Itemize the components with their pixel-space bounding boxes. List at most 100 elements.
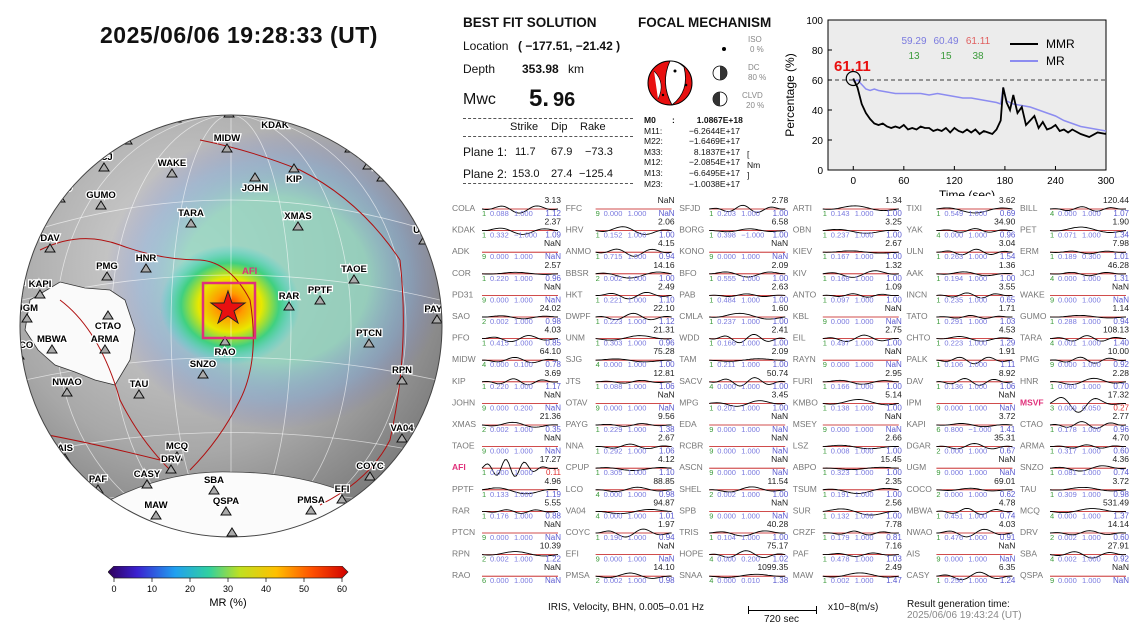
station-amplitude: 24.02 xyxy=(540,303,562,313)
station-label: CTAO xyxy=(95,321,121,332)
station-metric-1: 0.000 xyxy=(944,555,963,564)
station-metric-2: 1.000 xyxy=(1082,490,1101,499)
station-quality: 1 xyxy=(823,339,827,348)
station-label: PMSA xyxy=(297,495,325,506)
waveform-cell: AFI 17.27 1 0.000 1.000 0.11 xyxy=(452,454,562,477)
station-metric-1: 0.223 xyxy=(944,339,963,348)
station-quality: 1 xyxy=(936,295,940,304)
station-quality: 1 xyxy=(596,447,600,456)
station-quality: 1 xyxy=(936,339,940,348)
station-metric-2: 1.000 xyxy=(628,274,647,283)
scale-label: 720 sec xyxy=(764,614,800,625)
station-metric-3: NaN xyxy=(1113,295,1129,304)
station-metric-1: 0.000 xyxy=(944,468,963,477)
station-metric-3: 0.60 xyxy=(1113,533,1129,542)
station-amplitude: 17.27 xyxy=(540,454,562,464)
station-name: HRV xyxy=(566,225,584,235)
station-metric-2: 1.000 xyxy=(1082,468,1101,477)
station-amplitude: 108.13 xyxy=(1103,325,1129,335)
station-label: PMG xyxy=(96,261,118,272)
station-name: MPG xyxy=(679,397,698,407)
station-metric-3: 0.70 xyxy=(1113,382,1129,391)
waveform-trace xyxy=(595,226,672,235)
station-metric-2: 1.000 xyxy=(741,274,760,283)
waveform-trace xyxy=(936,336,1013,342)
station-metric-3: 0.35 xyxy=(545,425,561,434)
waveform-cell: AIS NaN 9 0.000 1.000 NaN xyxy=(906,541,1015,564)
station-name: SPB xyxy=(679,505,696,515)
moment-label: M22: xyxy=(644,136,663,147)
station-metric-1: 0.000 xyxy=(1058,576,1077,585)
station-label: TATO xyxy=(48,183,72,194)
station-metric-3: NaN xyxy=(886,317,902,326)
station-metric-3: NaN xyxy=(772,425,788,434)
station-quality: 1 xyxy=(1050,425,1054,434)
station-metric-3: 1.00 xyxy=(659,360,675,369)
station-metric-3: 0.62 xyxy=(1000,490,1016,499)
mr-time-chart: 0 20 40 60 80 100 0 60 120 180 240 300 Time (sec) Per… xyxy=(783,16,1115,196)
waveform-trace xyxy=(709,204,786,213)
station-amplitude: 2.28 xyxy=(1112,368,1129,378)
waveform-trace xyxy=(709,550,786,559)
station-metric-2: 1.000 xyxy=(741,533,760,542)
station-metric-3: NaN xyxy=(545,576,561,585)
station-metric-2: 1.000 xyxy=(968,555,987,564)
station-name: OTAV xyxy=(566,397,588,407)
station-amplitude: 2.37 xyxy=(544,217,561,227)
waveform-trace xyxy=(709,573,786,578)
waveform-cell: IPM NaN 9 0.000 1.000 NaN xyxy=(906,389,1015,412)
station-metric-3: 1.06 xyxy=(659,382,675,391)
station-quality: 1 xyxy=(482,274,486,283)
station-name: SUR xyxy=(793,505,811,515)
station-name: CPUP xyxy=(566,462,590,472)
station-metric-1: 0.000 xyxy=(490,252,509,261)
station-metric-1: 0.000 xyxy=(1058,295,1077,304)
waveform-cell: YAK 34.90 4 0.000 1.000 0.96 xyxy=(906,217,1016,240)
station-metric-3: 0.91 xyxy=(1000,533,1016,542)
station-metric-3: 1.38 xyxy=(659,425,675,434)
station-metric-2: 1.000 xyxy=(628,490,647,499)
waveform-cell: AAK 1.36 1 0.194 1.000 1.00 xyxy=(906,260,1016,283)
waveform-cell: PTCN NaN 9 0.000 1.000 NaN xyxy=(452,519,561,542)
waveform-trace xyxy=(936,507,1013,515)
waveform-cell: SACV 50.74 4 0.000 1.000 1.00 xyxy=(679,368,789,391)
station-amplitude: 9.56 xyxy=(658,411,675,421)
station-quality: 4 xyxy=(1050,209,1054,218)
station-name: PAB xyxy=(679,289,696,299)
station-metric-2: 1.000 xyxy=(514,533,533,542)
station-triangle-icon xyxy=(44,243,56,253)
station-metric-1: 0.000 xyxy=(490,360,509,369)
station-amplitude: 50.74 xyxy=(767,368,789,378)
station-metric-3: NaN xyxy=(659,555,675,564)
station-label: TAU xyxy=(130,379,149,390)
station-amplitude: 1099.35 xyxy=(757,562,788,572)
waveform-cell: EFI NaN 9 0.000 1.000 NaN xyxy=(566,541,675,564)
station-metric-3: 1.00 xyxy=(886,231,902,240)
station-label: PTCN xyxy=(356,328,382,339)
station-metric-2: 1.000 xyxy=(855,252,874,261)
waveform-cell: VA04 94.87 4 0.000 1.000 1.01 xyxy=(566,497,676,520)
moment-row: M33: 8.1837E+17 xyxy=(644,147,743,158)
station-amplitude: 4.03 xyxy=(999,519,1016,529)
station-metric-1: 0.000 xyxy=(717,447,736,456)
waveform-trace xyxy=(481,421,559,428)
station-name: WAKE xyxy=(1020,289,1045,299)
station-metric-3: NaN xyxy=(772,447,788,456)
station-metric-2: 1.000 xyxy=(855,339,874,348)
waveform-trace xyxy=(595,467,672,471)
station-quality: 1 xyxy=(482,511,486,520)
station-metric-1: 0.194 xyxy=(944,274,963,283)
station-metric-1: 0.002 xyxy=(717,490,736,499)
station-metric-3: NaN xyxy=(999,403,1015,412)
station-metric-3: 1.00 xyxy=(886,511,902,520)
station-name: MBWA xyxy=(906,505,932,515)
station-metric-3: 1.31 xyxy=(1113,274,1129,283)
station-metric-3: 0.94 xyxy=(659,252,675,261)
station-metric-2: 1.000 xyxy=(1082,533,1101,542)
waveform-trace xyxy=(822,293,899,298)
station-quality: 2 xyxy=(596,576,600,585)
station-metric-2: 1.000 xyxy=(628,555,647,564)
station-amplitude: 3.55 xyxy=(999,281,1016,291)
station-metric-2: 1.000 xyxy=(628,533,647,542)
station-amplitude: NaN xyxy=(771,411,788,421)
